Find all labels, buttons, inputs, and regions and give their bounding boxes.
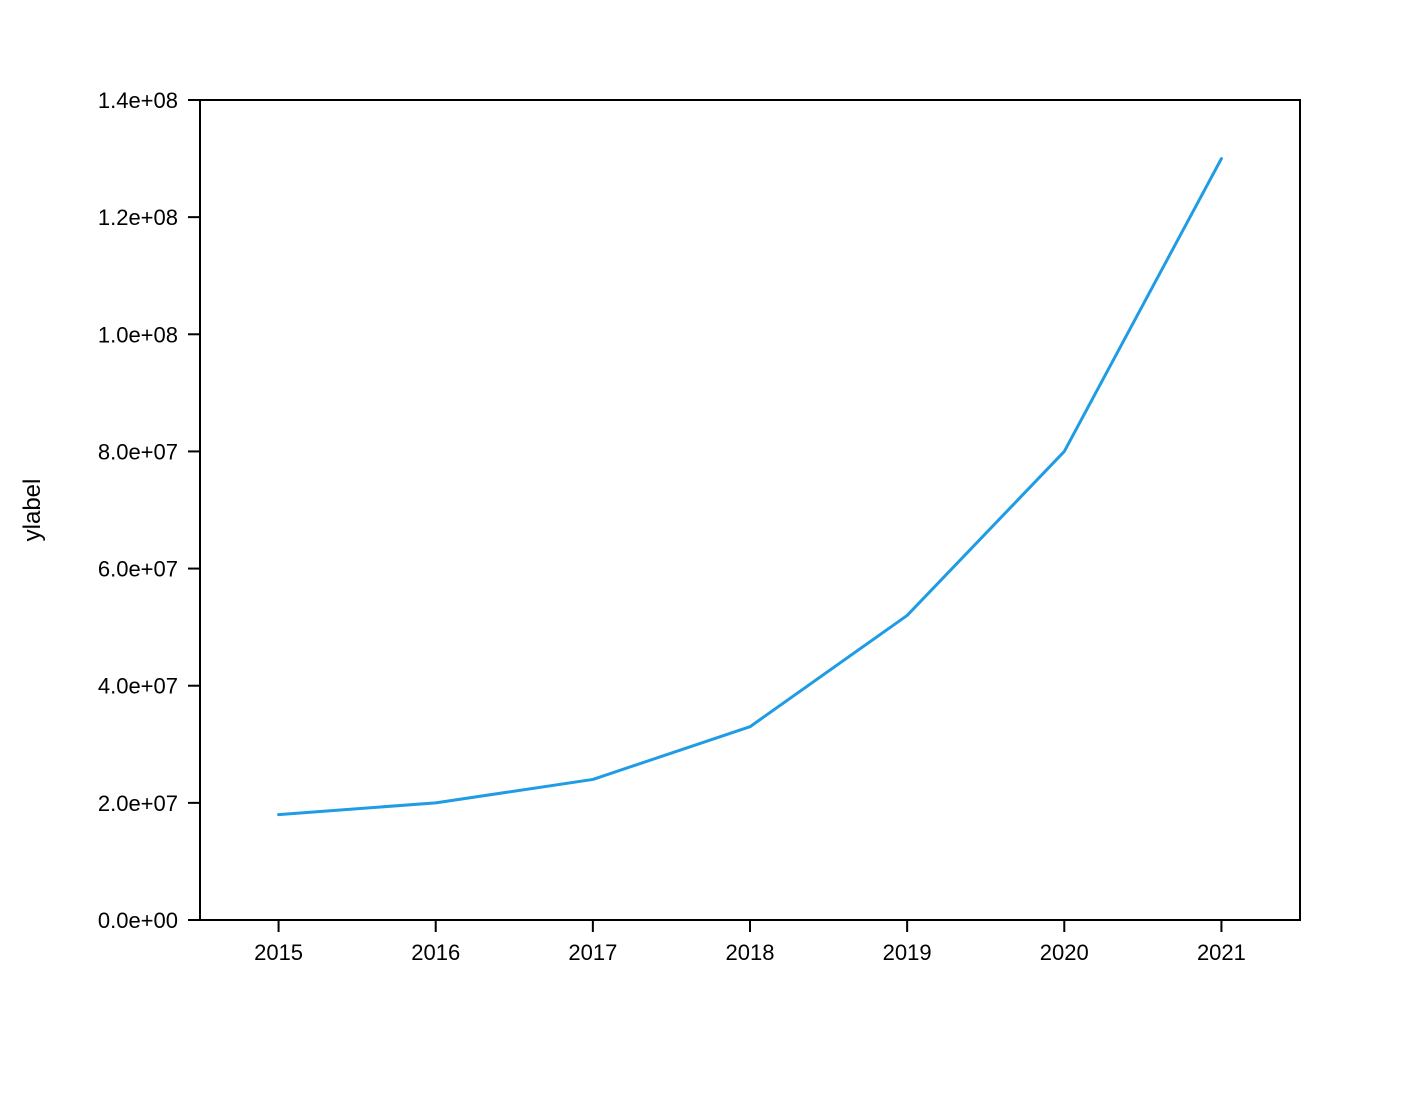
y-axis-title: ylabel [19,479,46,542]
y-tick-label: 8.0e+07 [98,439,178,464]
y-tick-label: 4.0e+07 [98,674,178,699]
y-tick-label: 2.0e+07 [98,791,178,816]
y-tick-label: 6.0e+07 [98,557,178,582]
y-tick-label: 1.4e+08 [98,88,178,113]
x-tick-label: 2016 [411,940,460,965]
y-tick-label: 1.0e+08 [98,322,178,347]
x-tick-label: 2018 [726,940,775,965]
x-tick-label: 2019 [883,940,932,965]
x-tick-label: 2015 [254,940,303,965]
x-tick-label: 2020 [1040,940,1089,965]
y-tick-label: 0.0e+00 [98,908,178,933]
line-chart: 2015 2016 2017 2018 2019 2020 2021 0.0e+00 2.0e+… [0,0,1417,1119]
x-tick-label: 2021 [1197,940,1246,965]
x-tick-label: 2017 [568,940,617,965]
y-tick-label: 1.2e+08 [98,205,178,230]
chart-svg: 2015 2016 2017 2018 2019 2020 2021 0.0e+00 2.0e+… [0,0,1417,1119]
